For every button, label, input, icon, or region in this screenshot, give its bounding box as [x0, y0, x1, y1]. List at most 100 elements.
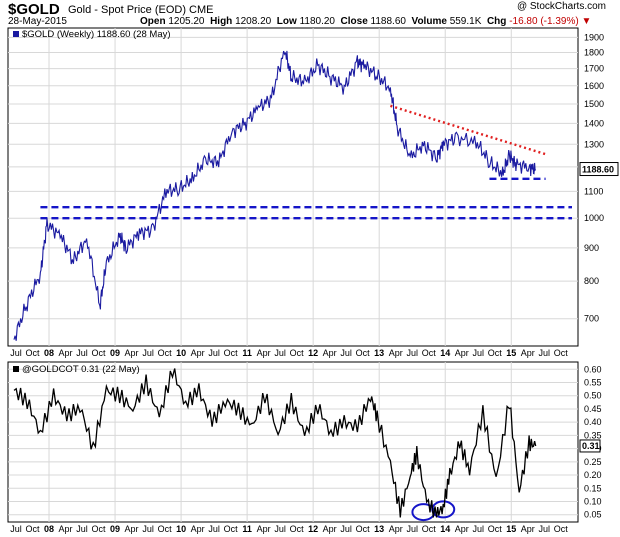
price-legend-text: $GOLD (Weekly) 1188.60 (28 May) [22, 29, 171, 40]
cot-y-tick-label: 0.05 [584, 510, 602, 520]
cot-x-tick-label: Oct [290, 524, 305, 534]
price-x-tick-label: Apr [323, 348, 337, 358]
price-x-tick-label: 11 [242, 348, 252, 358]
price-y-tick-label: 700 [584, 314, 599, 324]
price-last-value: 1188.60 [579, 162, 619, 177]
cot-x-tick-label: Oct [356, 524, 371, 534]
price-x-tick-label: Apr [257, 348, 271, 358]
price-y-tick-label: 1900 [584, 32, 604, 42]
cot-x-tick-label: Oct [158, 524, 173, 534]
quote-date: 28-May-2015 [8, 16, 67, 27]
cot-x-tick-label: 13 [374, 524, 384, 534]
price-x-tick-label: Jul [76, 348, 88, 358]
price-x-tick-label: Apr [455, 348, 469, 358]
price-y-tick-label: 1700 [584, 64, 604, 74]
cot-y-tick-label: 0.20 [584, 470, 602, 480]
cot-y-tick-label: 0.15 [584, 483, 602, 493]
cot-legend: @GOLDCOT 0.31 (22 May) [13, 364, 140, 375]
cot-y-tick-label: 0.40 [584, 417, 602, 427]
cot-y-tick-label: 0.45 [584, 404, 602, 414]
price-x-tick-label: Apr [521, 348, 535, 358]
price-y-ticks: 7008009001000110012001300140015001600170… [584, 32, 604, 323]
down-arrow-icon: ▼ [581, 16, 592, 27]
gold-price-line [13, 50, 537, 341]
price-annotations [40, 104, 572, 220]
stockcharts-credit: @ StockCharts.com [516, 1, 606, 12]
cot-x-tick-label: Oct [92, 524, 107, 534]
cot-x-tick-label: 09 [110, 524, 120, 534]
cot-legend-swatch [13, 366, 19, 372]
price-legend-swatch [13, 31, 19, 37]
chart-description: Gold - Spot Price (EOD) CME [68, 4, 214, 16]
price-x-tick-label: Oct [422, 348, 437, 358]
cot-x-tick-label: Oct [488, 524, 503, 534]
cot-x-tick-label: 11 [242, 524, 252, 534]
price-y-tick-label: 1400 [584, 118, 604, 128]
cot-x-tick-label: Apr [521, 524, 535, 534]
cot-panel-frame [7, 361, 579, 523]
price-x-tick-label: Oct [158, 348, 173, 358]
cot-x-tick-label: Apr [191, 524, 205, 534]
price-x-tick-label: 13 [374, 348, 384, 358]
price-y-tick-label: 1500 [584, 99, 604, 109]
cot-x-tick-label: Oct [554, 524, 569, 534]
cot-x-tick-label: 08 [44, 524, 54, 534]
price-x-tick-label: Oct [92, 348, 107, 358]
cot-x-tick-label: 12 [308, 524, 318, 534]
price-y-tick-label: 1000 [584, 213, 604, 223]
cot-x-tick-label: Oct [26, 524, 41, 534]
high-label: High [210, 16, 233, 27]
cot-x-tick-label: Jul [76, 524, 88, 534]
cot-x-tick-label: Apr [257, 524, 271, 534]
chg-label: Chg [486, 16, 507, 27]
price-y-tick-label: 900 [584, 243, 599, 253]
cot-x-tick-label: Apr [389, 524, 403, 534]
price-x-tick-label: Jul [10, 348, 22, 358]
price-x-tick-label: Oct [224, 348, 239, 358]
chg-value: -16.80 (-1.39%) [509, 16, 579, 27]
price-x-tick-label: Oct [488, 348, 503, 358]
cot-x-tick-label: 14 [440, 524, 450, 534]
cot-x-tick-label: 15 [506, 524, 516, 534]
price-x-tick-label: Jul [472, 348, 484, 358]
exchange-text: CME [189, 4, 214, 16]
cot-x-tick-label: Jul [274, 524, 286, 534]
price-x-tick-label: Jul [340, 348, 352, 358]
price-x-tick-label: Oct [356, 348, 371, 358]
price-x-tick-label: Oct [290, 348, 305, 358]
price-x-tick-label: Oct [554, 348, 569, 358]
cot-x-tick-label: Jul [406, 524, 418, 534]
price-x-tick-label: Apr [389, 348, 403, 358]
price-y-tick-label: 800 [584, 276, 599, 286]
cot-last-value-text: 0.31 [582, 441, 600, 451]
open-label: Open [140, 16, 166, 27]
close-value: 1188.60 [370, 16, 406, 27]
cot-y-tick-label: 0.35 [584, 430, 602, 440]
cot-last-value: 0.31 [579, 439, 601, 453]
quote-bar: Open 1205.20 High 1208.20 Low 1180.20 Cl… [140, 16, 591, 27]
price-last-box [579, 162, 619, 177]
cot-x-tick-label: Jul [10, 524, 22, 534]
price-x-tick-label: Jul [406, 348, 418, 358]
price-legend: $GOLD (Weekly) 1188.60 (28 May) [13, 29, 171, 40]
price-x-tick-label: 08 [44, 348, 54, 358]
cot-x-tick-label: Jul [340, 524, 352, 534]
cot-x-tick-label: Jul [539, 524, 551, 534]
cot-y-tick-label: 0.10 [584, 496, 602, 506]
cot-y-tick-label: 0.50 [584, 391, 602, 401]
cot-y-tick-label: 0.25 [584, 457, 602, 467]
cot-legend-text: @GOLDCOT 0.31 (22 May) [22, 364, 140, 375]
price-x-tick-label: Apr [191, 348, 205, 358]
price-x-tick-label: Jul [142, 348, 154, 358]
cot-x-ticks: Jul Oct 08 Apr Jul Oct 09 Apr Jul Oct 10 Apr Jul Oct 1… [10, 524, 568, 534]
cot-x-tick-label: Apr [323, 524, 337, 534]
price-y-tick-label: 1300 [584, 139, 604, 149]
cot-x-tick-label: Jul [142, 524, 154, 534]
price-y-tick-label: 1800 [584, 48, 604, 58]
cot-grid [8, 362, 578, 522]
price-x-tick-label: 14 [440, 348, 450, 358]
price-x-tick-label: Apr [59, 348, 73, 358]
price-x-tick-label: 10 [176, 348, 186, 358]
price-x-tick-label: 15 [506, 348, 516, 358]
